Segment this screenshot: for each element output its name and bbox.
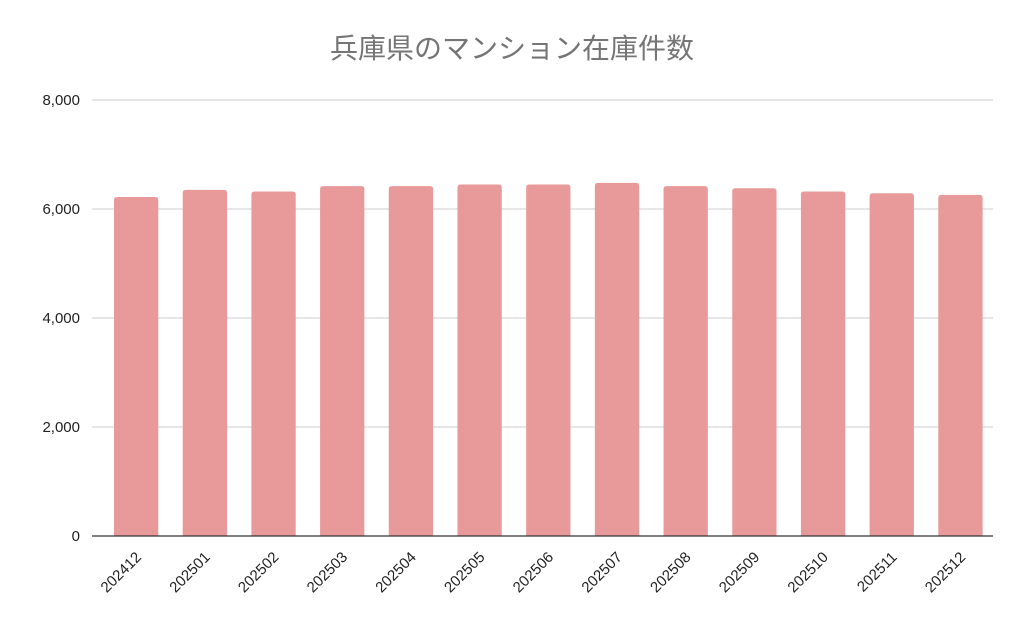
x-tick-label: 202507 — [578, 549, 625, 596]
bar-202509 — [732, 188, 777, 537]
y-tick-label: 8,000 — [42, 92, 80, 109]
bar-202512 — [938, 194, 983, 536]
y-tick-label: 4,000 — [42, 310, 80, 327]
bar-202504 — [388, 186, 434, 537]
y-tick-label: 0 — [72, 528, 80, 545]
x-tick-label: 202506 — [510, 549, 557, 596]
bar-202412 — [114, 197, 159, 536]
bars — [114, 182, 983, 537]
x-tick-label: 202512 — [922, 549, 969, 596]
bar-202506 — [526, 184, 571, 536]
bar-202508 — [663, 186, 708, 537]
x-tick-label: 202503 — [304, 549, 351, 596]
chart-title: 兵庫県のマンション在庫件数 — [330, 32, 694, 65]
bar-202507 — [594, 182, 640, 536]
y-axis-ticks: 0 2,000 4,000 6,000 8,000 — [42, 92, 80, 545]
bar-202503 — [320, 186, 365, 537]
bar-202502 — [251, 191, 296, 536]
y-tick-label: 6,000 — [42, 201, 80, 218]
bar-202511 — [869, 193, 914, 536]
x-axis-ticks: 202412 202501 202502 202503 202504 202505 2025… — [98, 549, 970, 596]
x-tick-label: 202509 — [716, 549, 763, 596]
x-tick-label: 202501 — [166, 549, 213, 596]
bar-202510 — [800, 191, 846, 536]
bar-202501 — [182, 189, 227, 537]
x-tick-label: 202505 — [441, 549, 488, 596]
x-tick-label: 202504 — [372, 549, 419, 596]
x-tick-label: 202511 — [854, 549, 901, 596]
x-tick-label: 202508 — [647, 549, 694, 596]
y-tick-label: 2,000 — [42, 419, 80, 436]
bar-202505 — [457, 184, 502, 536]
x-tick-label: 202502 — [235, 549, 282, 596]
x-tick-label: 202412 — [98, 549, 145, 596]
x-tick-label: 202510 — [784, 549, 831, 596]
